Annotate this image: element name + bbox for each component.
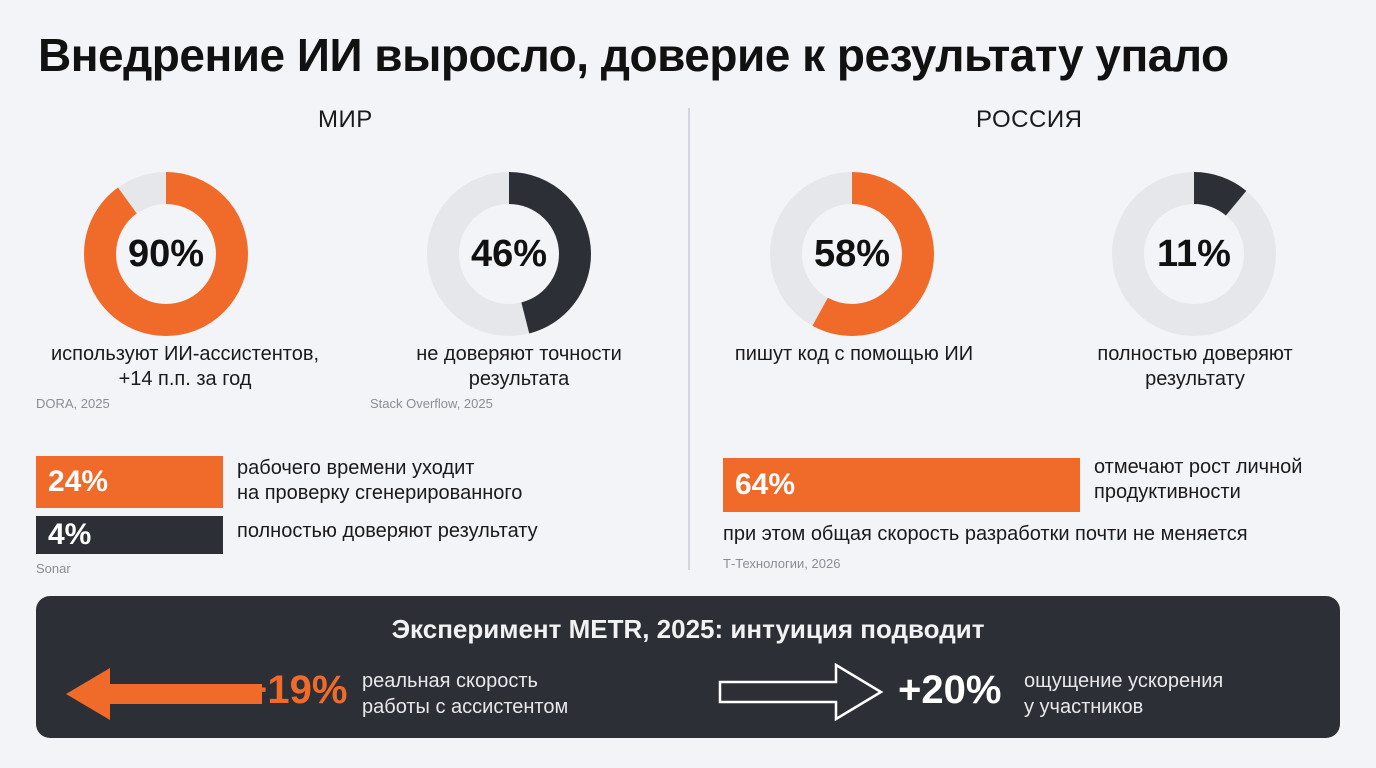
donut-caption: не доверяют точности результата [416,343,622,390]
bar-label: отмечают рост личной продуктивности [1094,456,1303,503]
donut-caption: пишут код с помощью ИИ [734,343,974,365]
section-heading-russia: РОССИЯ [976,106,1083,133]
bar-world-full-trust: 4% [36,516,223,554]
bar-world-verification: 24% [36,456,223,508]
source-label: DORA, 2025 [36,396,110,411]
section-heading-world: МИР [318,106,373,133]
donut-chart-russia-full-trust: 11% [1112,172,1276,336]
experiment-right-value: +20% [898,668,1002,712]
donut-value: 46% [470,232,548,275]
donut-chart-russia-ai-code: 58% [770,172,934,336]
experiment-title: Эксперимент METR, 2025: интуиция подводи… [391,614,985,644]
donut-arc [770,172,934,336]
source-label: Sonar [36,561,71,576]
donut-value: 58% [813,232,891,275]
page-title: Внедрение ИИ выросло, доверие к результа… [38,29,1229,81]
bar-label: полностью доверяют результату [237,520,538,542]
donut-arc [1112,172,1276,336]
donut-value: 11% [1157,232,1231,275]
arrow-left-icon [66,668,262,720]
donut-arc [427,172,591,336]
source-label: Stack Overflow, 2025 [370,396,493,411]
donut-arc [84,172,248,336]
bar-label: рабочего времени уходит на проверку сген… [237,457,523,504]
donut-caption: используют ИИ-ассистентов, +14 п.п. за г… [50,343,320,390]
donut-chart-world-adoption: 90% [84,172,248,336]
donut-value: 90% [127,232,205,275]
experiment-right-label: ощущение ускорения у участников [1024,670,1224,718]
experiment-left-value: −19% [244,668,348,712]
experiment-left-label: реальная скорость работы с ассистентом [362,670,569,718]
donut-chart-world-distrust: 46% [427,172,591,336]
russia-note: при этом общая скорость разработки почти… [723,523,1248,545]
arrow-right-icon [718,662,884,722]
bar-russia-productivity: 64% [723,458,1080,512]
section-divider [688,108,690,570]
donut-caption: полностью доверяют результату [1097,343,1293,390]
source-label: Т-Технологии, 2026 [723,556,841,571]
experiment-panel: Эксперимент METR, 2025: интуиция подводи… [36,596,1340,738]
